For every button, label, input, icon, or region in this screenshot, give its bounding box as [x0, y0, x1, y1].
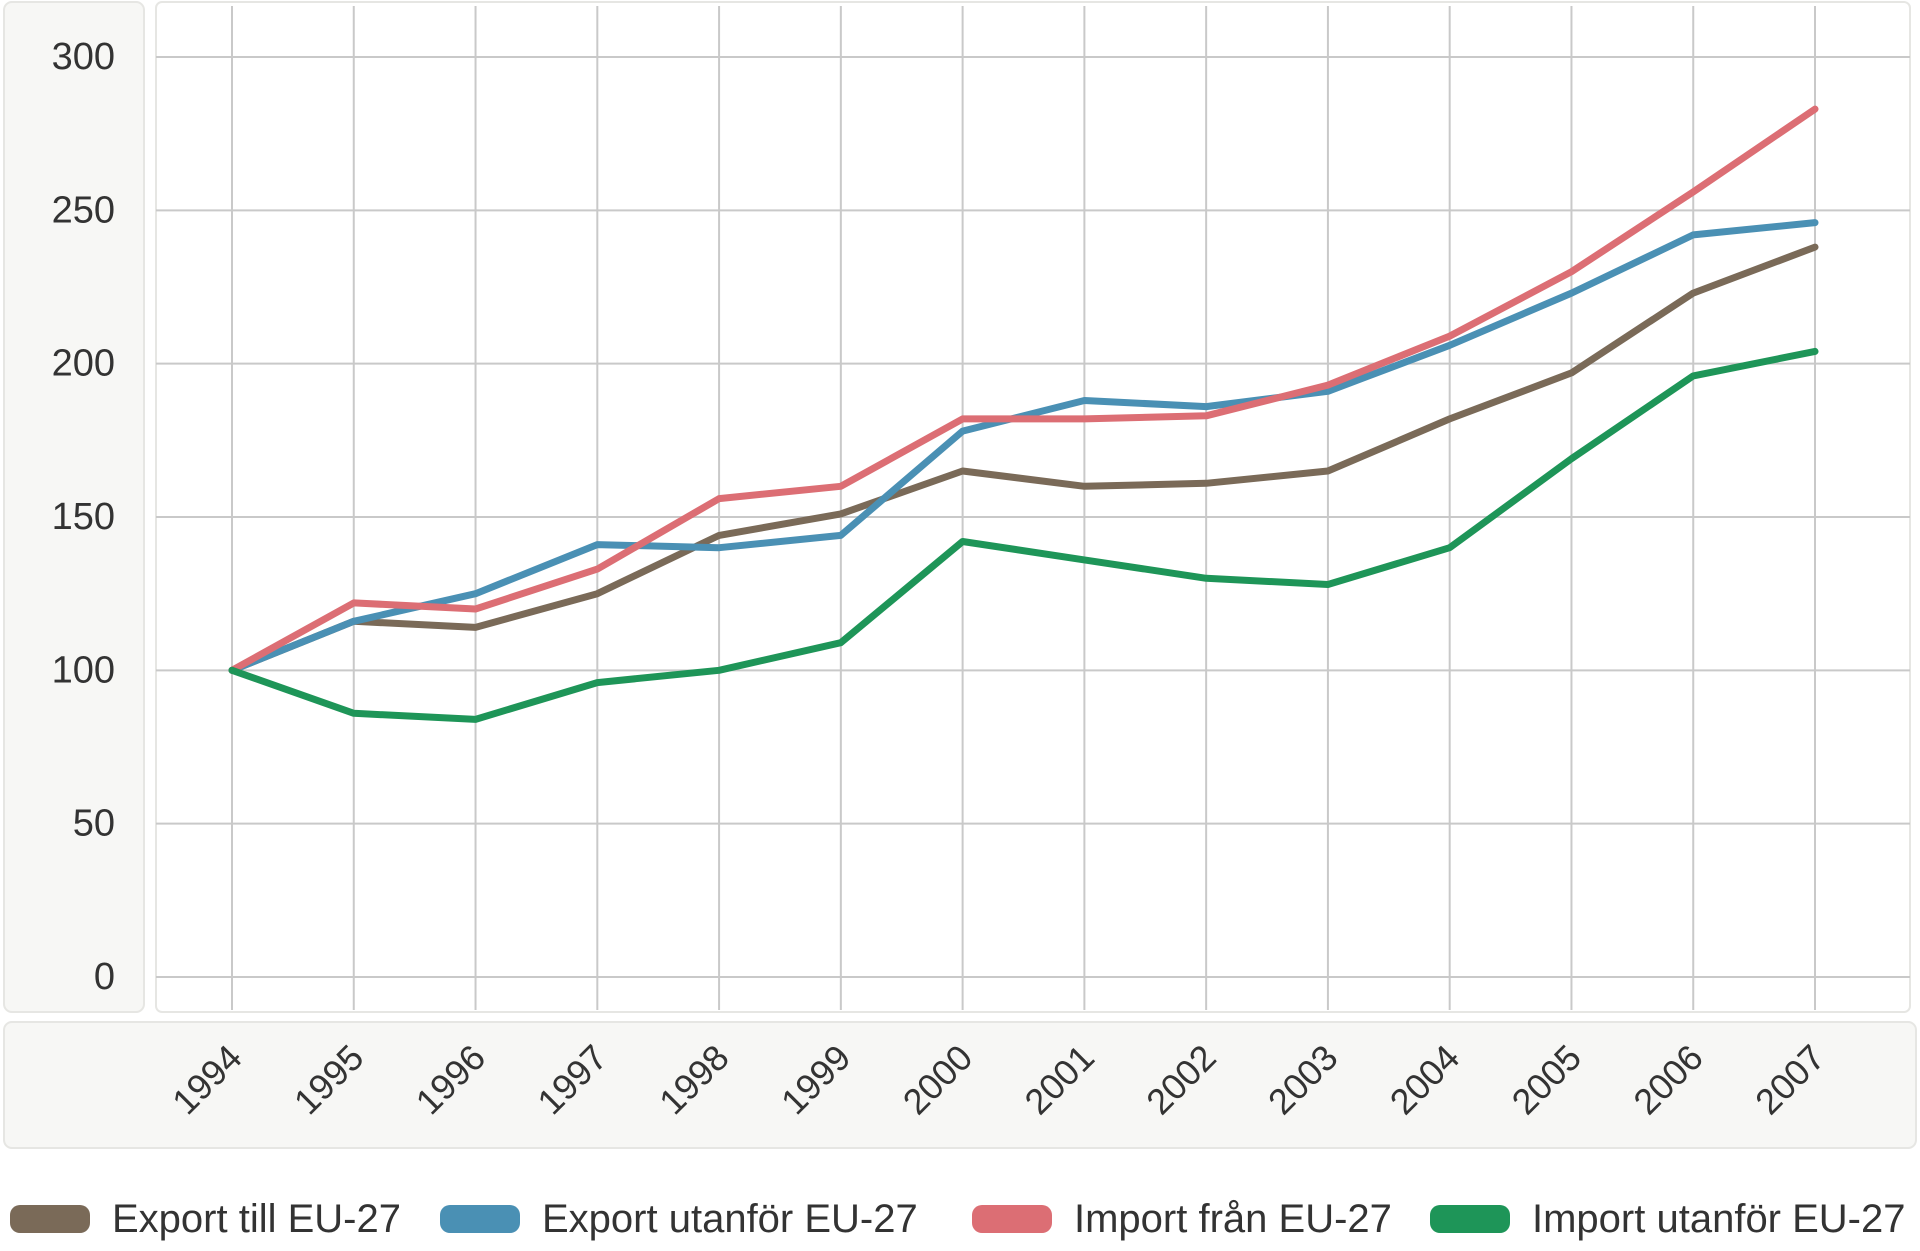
series-lines	[228, 105, 1819, 723]
y-axis-tick-labels: 0 50 100 150 200 250 300	[52, 36, 115, 998]
plot-area	[155, 1, 1911, 1013]
legend: Export till EU-27 Export utanför EU-27 Imp…	[10, 1197, 1906, 1241]
y-tick-label-50: 50	[73, 803, 115, 845]
legend-swatch-3	[972, 1205, 1052, 1233]
legend-label-2: Export utanför EU-27	[542, 1197, 918, 1241]
y-tick-label-200: 200	[52, 343, 115, 385]
x-axis-panel	[3, 1021, 1917, 1149]
series-line-3	[228, 105, 1819, 674]
series-line-1	[228, 243, 1819, 674]
y-tick-label-300: 300	[52, 36, 115, 78]
legend-swatch-2	[440, 1205, 520, 1233]
legend-label-1: Export till EU-27	[112, 1197, 401, 1241]
legend-swatch-4	[1430, 1205, 1510, 1233]
series-line-4	[228, 347, 1819, 723]
y-tick-label-100: 100	[52, 649, 115, 691]
legend-label-3: Import från EU-27	[1074, 1197, 1392, 1241]
grid	[156, 6, 1910, 1010]
y-tick-label-150: 150	[52, 496, 115, 538]
legend-label-4: Import utanför EU-27	[1532, 1197, 1906, 1241]
y-axis-panel	[3, 1, 145, 1013]
legend-swatch-1	[10, 1205, 90, 1233]
y-tick-label-250: 250	[52, 189, 115, 231]
y-tick-label-0: 0	[94, 956, 115, 998]
